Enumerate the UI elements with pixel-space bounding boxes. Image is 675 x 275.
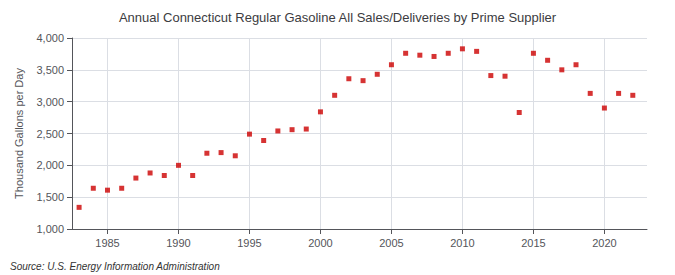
svg-text:1990: 1990 [166,237,190,249]
svg-text:4,000: 4,000 [36,32,64,44]
svg-text:2015: 2015 [521,237,545,249]
svg-text:1,000: 1,000 [36,223,64,235]
svg-text:Thousand Gallons per Day: Thousand Gallons per Day [13,68,25,199]
svg-text:3,500: 3,500 [36,64,64,76]
svg-text:2,500: 2,500 [36,128,64,140]
svg-text:3,000: 3,000 [36,96,64,108]
svg-text:Annual Connecticut Regular Gas: Annual Connecticut Regular Gasoline All … [119,10,557,25]
svg-text:2010: 2010 [450,237,474,249]
svg-text:2005: 2005 [379,237,403,249]
svg-text:2020: 2020 [592,237,616,249]
svg-text:1985: 1985 [95,237,119,249]
svg-text:2,000: 2,000 [36,159,64,171]
svg-text:2000: 2000 [308,237,332,249]
svg-text:Source: U.S. Energy Informatio: Source: U.S. Energy Information Administ… [10,261,220,272]
svg-text:1995: 1995 [237,237,261,249]
svg-text:1,500: 1,500 [36,191,64,203]
